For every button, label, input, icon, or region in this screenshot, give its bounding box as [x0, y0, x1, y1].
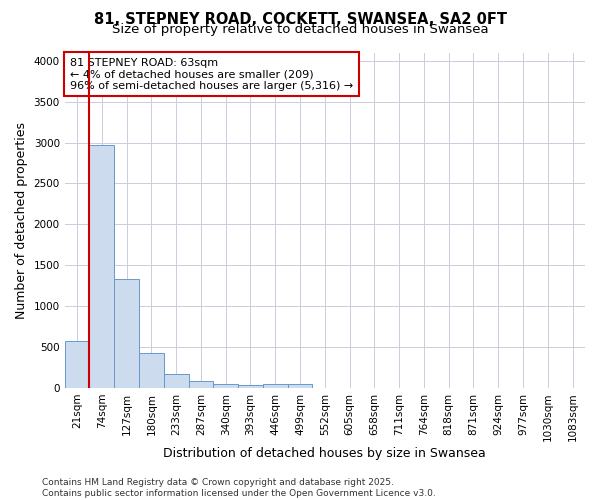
Bar	[164, 374, 188, 388]
Bar	[238, 385, 263, 388]
Text: Size of property relative to detached houses in Swansea: Size of property relative to detached ho…	[112, 22, 488, 36]
Bar	[263, 384, 287, 388]
Text: Contains HM Land Registry data © Crown copyright and database right 2025.
Contai: Contains HM Land Registry data © Crown c…	[42, 478, 436, 498]
Bar	[188, 382, 214, 388]
Bar	[287, 384, 313, 388]
Bar	[65, 340, 89, 388]
Y-axis label: Number of detached properties: Number of detached properties	[15, 122, 28, 318]
Text: 81 STEPNEY ROAD: 63sqm
← 4% of detached houses are smaller (209)
96% of semi-det: 81 STEPNEY ROAD: 63sqm ← 4% of detached …	[70, 58, 353, 90]
Text: 81, STEPNEY ROAD, COCKETT, SWANSEA, SA2 0FT: 81, STEPNEY ROAD, COCKETT, SWANSEA, SA2 …	[94, 12, 506, 28]
Bar	[214, 384, 238, 388]
X-axis label: Distribution of detached houses by size in Swansea: Distribution of detached houses by size …	[163, 447, 486, 460]
Bar	[139, 353, 164, 388]
Bar	[89, 145, 114, 388]
Bar	[114, 279, 139, 388]
